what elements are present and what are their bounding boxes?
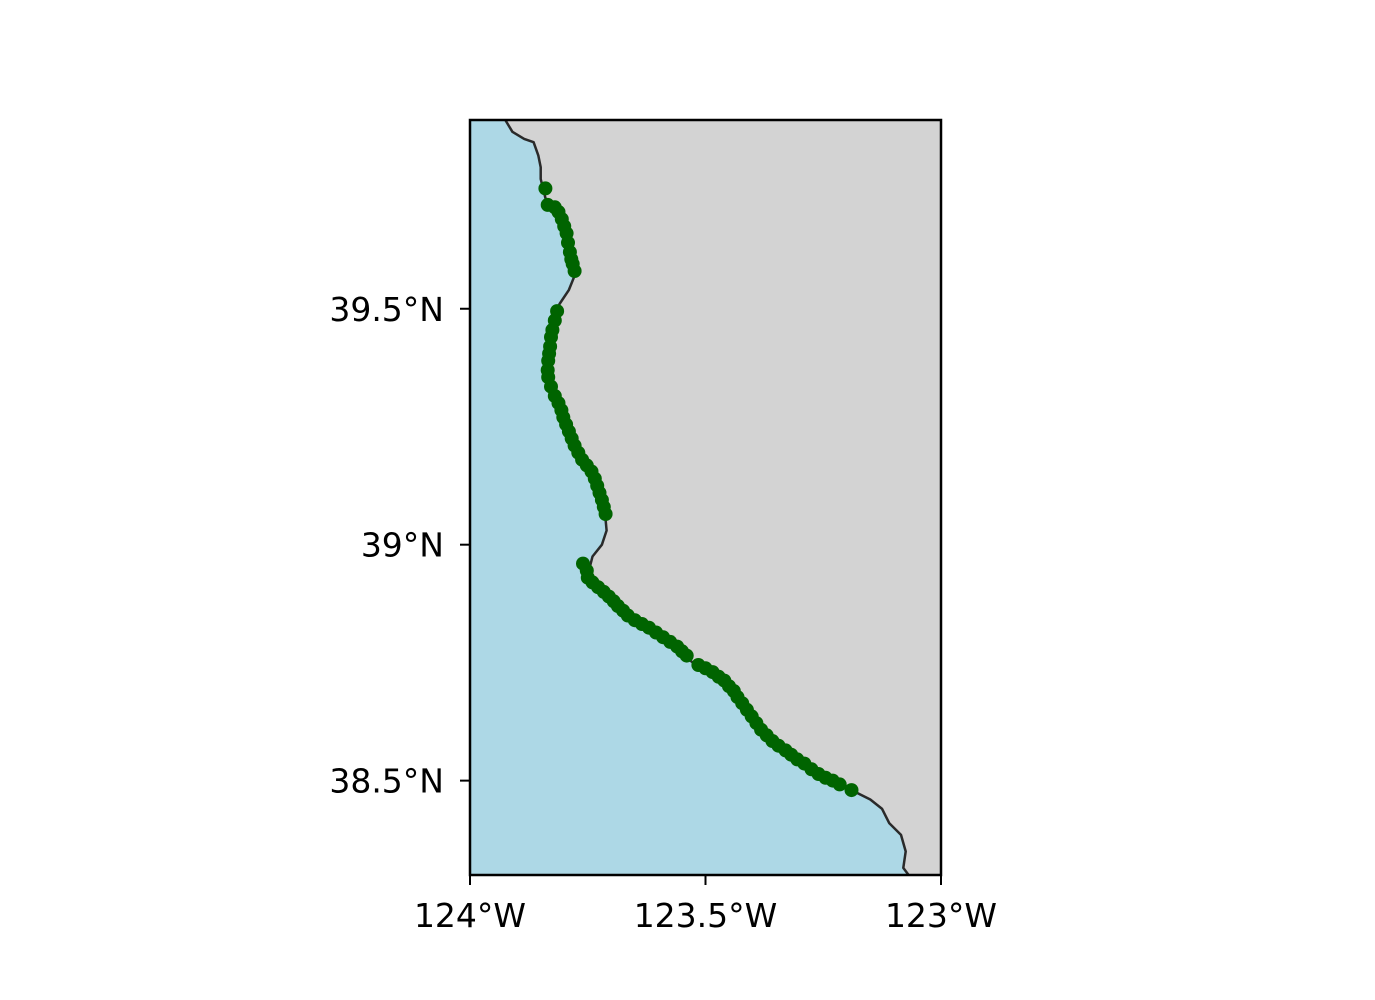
land-area bbox=[505, 120, 941, 875]
coast-markers bbox=[538, 181, 859, 798]
coast-marker bbox=[567, 264, 582, 278]
coast-marker bbox=[844, 783, 859, 798]
x-tick-label: 123°W bbox=[885, 896, 997, 935]
coast-marker bbox=[538, 181, 553, 196]
y-tick-label: 39.5°N bbox=[329, 290, 444, 329]
y-tick-label: 38.5°N bbox=[329, 762, 444, 801]
y-axis-ticks: 39.5°N 39°N 38.5°N bbox=[329, 290, 470, 801]
x-tick-label: 124°W bbox=[414, 896, 526, 935]
coast-marker bbox=[598, 507, 613, 521]
x-tick-label: 123.5°W bbox=[634, 896, 778, 935]
coast-marker bbox=[832, 777, 847, 792]
x-axis-ticks: 124°W 123.5°W 123°W bbox=[414, 875, 997, 935]
y-tick-label: 39°N bbox=[361, 526, 444, 565]
coast-marker bbox=[679, 648, 694, 663]
